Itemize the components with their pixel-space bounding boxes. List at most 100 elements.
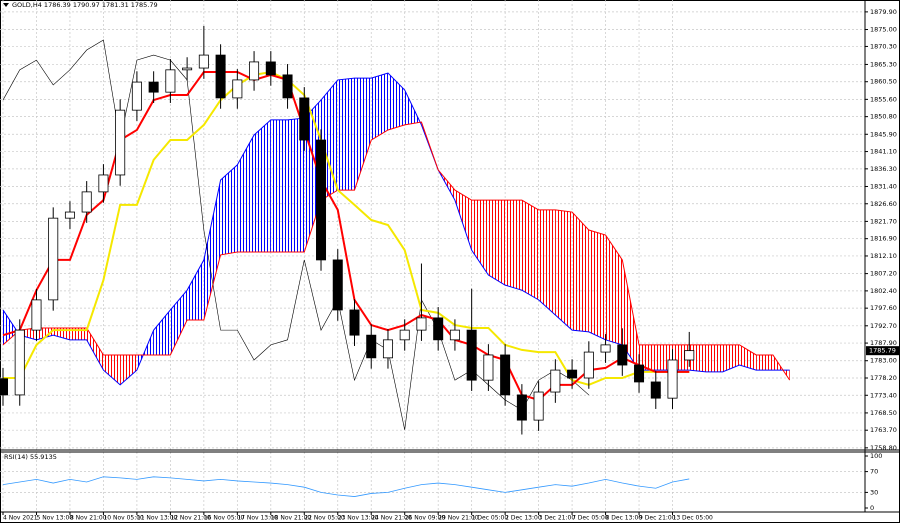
y-tick-label: 100 — [870, 452, 882, 460]
candle-body — [416, 317, 427, 331]
cloud-fill — [203, 180, 221, 321]
candle-body — [516, 394, 527, 421]
cloud-fill — [538, 209, 556, 315]
candle-body — [14, 329, 25, 396]
candle-body — [148, 81, 159, 93]
y-tick-label: 1875.00 — [870, 26, 897, 34]
x-tick-label: 16 Nov 05:00 — [204, 515, 245, 522]
y-tick-label: 0 — [870, 504, 874, 512]
y-tick-label: 1826.60 — [870, 200, 897, 208]
candle-body — [399, 329, 410, 341]
candle-body — [249, 61, 260, 81]
y-tick-label: 1860.50 — [870, 78, 897, 86]
y-tick-label: 1807.20 — [870, 270, 897, 278]
x-tick-label: 5 Nov 13:00 — [36, 515, 73, 522]
cloud-fill — [588, 230, 606, 340]
cloud-fill — [639, 344, 656, 371]
cloud-fill — [153, 309, 171, 355]
cloud-fill — [488, 200, 506, 286]
cloud-fill — [337, 78, 355, 191]
candle-body — [550, 369, 561, 393]
cloud-fill — [572, 212, 589, 332]
chart-title: GOLD,H4 1786.39 1790.97 1781.31 1785.79 — [12, 1, 158, 9]
candle-body — [449, 329, 460, 341]
candle-body — [500, 354, 511, 396]
x-tick-label: 26 Nov 09:00 — [405, 515, 446, 522]
cloud-fill — [387, 73, 405, 130]
cloud-fill — [454, 190, 472, 251]
cloud-fill — [287, 118, 305, 252]
candle-body — [483, 354, 494, 381]
candle-body — [215, 54, 226, 99]
x-tick-label: 22 Nov 05:00 — [304, 515, 345, 522]
candle-body — [667, 359, 678, 399]
candle-body — [583, 351, 594, 379]
y-tick-label: 1816.90 — [870, 235, 897, 243]
x-tick-label: 11 Nov 13:00 — [137, 515, 178, 522]
candle-body — [98, 174, 109, 193]
y-tick-label: 1787.90 — [870, 339, 897, 347]
y-tick-label: 1841.10 — [870, 148, 897, 156]
cloud-fill — [254, 119, 271, 252]
line-series — [2, 121, 791, 381]
candle-body — [48, 217, 59, 301]
candle-body — [567, 369, 578, 379]
candle-body — [31, 299, 42, 331]
cloud-fill — [354, 78, 372, 191]
x-tick-label: 12 Nov 21:00 — [170, 515, 211, 522]
candle-body — [299, 97, 310, 141]
candle-body — [0, 378, 9, 396]
candle-body — [332, 259, 343, 311]
y-tick-label: 1792.70 — [870, 322, 897, 330]
cloud-fill — [555, 209, 573, 331]
line-series — [3, 70, 690, 386]
cloud-fill — [622, 259, 640, 371]
cloud-fill — [756, 354, 773, 371]
cloud-fill — [86, 327, 104, 371]
y-tick-label: 1773.40 — [870, 391, 897, 399]
y-tick-label: 1845.90 — [870, 130, 897, 138]
cloud-fill — [505, 200, 522, 291]
line-series — [2, 476, 690, 497]
y-tick-label: 1855.60 — [870, 95, 897, 103]
candle-body — [182, 67, 193, 71]
cloud-fill — [103, 354, 121, 385]
x-tick-label: 7 Dec 05:00 — [572, 515, 609, 522]
y-tick-label: 1865.30 — [870, 60, 897, 68]
y-tick-label: 30 — [870, 488, 878, 496]
candle-body — [634, 364, 645, 383]
candle-body — [265, 61, 276, 76]
y-tick-label: 1768.50 — [870, 409, 897, 417]
candle-body — [282, 74, 293, 99]
x-tick-label: 13 Dec 05:00 — [673, 515, 714, 522]
cloud-fill — [705, 344, 723, 372]
cloud-fill — [36, 327, 54, 340]
x-tick-label: 10 Nov 05:00 — [103, 515, 144, 522]
y-tick-label: 1870.30 — [870, 42, 897, 50]
rsi-title: RSI(14) 55.9135 — [4, 453, 57, 461]
candle-body — [617, 344, 628, 366]
cloud-fill — [722, 344, 740, 372]
x-tick-label: 24 Nov 21:00 — [371, 515, 412, 522]
line-series — [2, 72, 790, 386]
candle-body — [81, 191, 92, 213]
y-tick-label: 1797.60 — [870, 304, 897, 312]
x-tick-label: 23 Nov 13:00 — [338, 515, 379, 522]
candle-body — [316, 139, 327, 261]
cloud-fill — [371, 73, 388, 141]
cloud-fill — [237, 135, 255, 252]
y-tick-label: 1836.30 — [870, 165, 897, 173]
candle-body — [366, 334, 377, 359]
candle-body — [115, 109, 126, 176]
x-tick-label: 8 Nov 21:00 — [70, 515, 107, 522]
y-tick-label: 1758.80 — [870, 444, 897, 452]
y-tick-label: 1850.80 — [870, 113, 897, 121]
cloud-fill — [270, 119, 288, 252]
candle-body — [349, 309, 360, 336]
menu-icon[interactable] — [3, 3, 9, 7]
cloud-fill — [187, 259, 204, 321]
x-tick-label: 17 Nov 13:00 — [237, 515, 278, 522]
cloud-fill — [120, 354, 137, 385]
last-price-box — [866, 346, 899, 356]
cloud-fill — [739, 344, 757, 371]
